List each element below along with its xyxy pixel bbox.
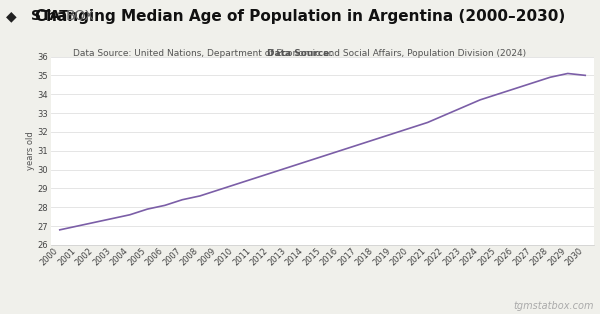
Text: BOX: BOX (65, 9, 94, 24)
Text: ◆: ◆ (6, 9, 17, 24)
Text: Data Source: United Nations, Department of Economic and Social Affairs, Populati: Data Source: United Nations, Department … (73, 49, 527, 58)
Text: Changing Median Age of Population in Argentina (2000–2030): Changing Median Age of Population in Arg… (35, 9, 565, 24)
Text: STAT: STAT (31, 9, 69, 24)
Y-axis label: years old: years old (26, 131, 35, 170)
Text: tgmstatbox.com: tgmstatbox.com (514, 301, 594, 311)
Text: Data Source:: Data Source: (267, 49, 333, 58)
